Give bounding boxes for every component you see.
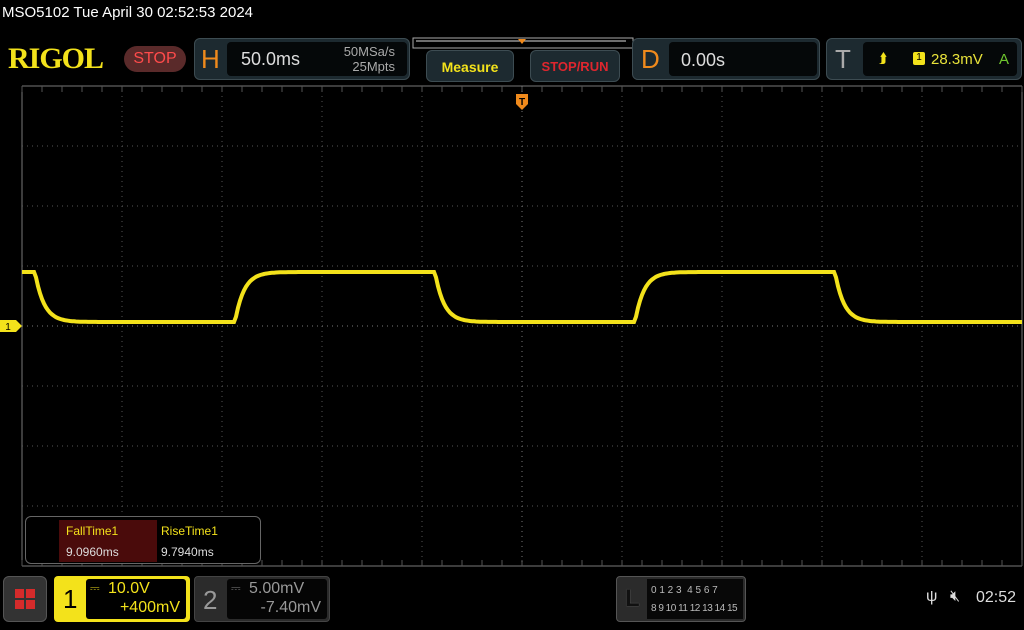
channel1-scale: 10.0V [108, 580, 150, 597]
dc-coupling-icon: ⎓ [90, 581, 100, 595]
usb-icon: ψ [926, 588, 938, 605]
channel2-button[interactable]: 2 ⎓ 5.00mV -7.40mV [194, 576, 330, 622]
trigger-position-marker [518, 39, 526, 44]
trigger-marker[interactable]: T [516, 94, 528, 110]
channel1-ground-marker[interactable]: 1 [0, 320, 22, 333]
sample-rate: 50MSa/s [343, 44, 395, 59]
measurement-panel: FallTime1 9.0960ms RiseTime1 9.7940ms [25, 516, 261, 564]
svg-text:1: 1 [5, 322, 11, 333]
channel2-offset: -7.40mV [260, 599, 321, 616]
measure-button[interactable]: Measure [426, 50, 514, 82]
measurement-value: 9.0960ms [66, 545, 119, 559]
clock: 02:52 [976, 589, 1017, 606]
logic-analyzer-button[interactable]: L 0 1 2 3 4 5 6 7 8 9 10 11 12 13 14 15 [616, 576, 746, 622]
delay-value: 0.00s [681, 50, 726, 70]
horizontal-panel[interactable]: H 50.0ms 50MSa/s 25Mpts [194, 38, 410, 80]
channel1-waveform [22, 270, 1022, 324]
menu-grid-icon [15, 589, 35, 609]
logic-label: L [625, 585, 640, 612]
delay-panel[interactable]: D 0.00s [632, 38, 820, 80]
channel1-number: 1 [63, 584, 78, 614]
channel1-offset: +400mV [119, 599, 180, 616]
logic-channels-row1: 0 1 2 3 4 5 6 7 [651, 585, 718, 596]
trigger-panel[interactable]: T ⮭ 1 28.3mV A [826, 38, 1022, 80]
horizontal-label: H [201, 44, 220, 74]
speaker-muted-icon[interactable]: 🔇︎ [950, 588, 961, 605]
main-menu-button[interactable] [3, 576, 47, 622]
channel1-button[interactable]: 1 ⎓ 10.0V +400mV [54, 576, 190, 622]
channel2-number: 2 [203, 585, 218, 615]
trigger-label: T [835, 44, 851, 74]
rigol-logo: RIGOL [8, 42, 104, 75]
run-state-badge[interactable]: STOP [124, 46, 186, 72]
channel2-scale: 5.00mV [249, 580, 305, 597]
trigger-source: 1 [913, 52, 925, 65]
rising-edge-icon: ⮭ [879, 50, 888, 66]
waveform-overview [412, 37, 634, 49]
measurement-name: FallTime1 [66, 524, 119, 538]
logic-channels-row2: 8 9 10 11 12 13 14 15 [651, 603, 738, 614]
trigger-level: 28.3mV [931, 51, 983, 68]
status-title: MSO5102 Tue April 30 02:52:53 2024 [2, 4, 254, 21]
svg-text:T: T [519, 97, 525, 108]
stop-run-button[interactable]: STOP/RUN [530, 50, 620, 82]
measurement-value: 9.7940ms [161, 545, 214, 559]
delay-label: D [641, 44, 660, 74]
dc-coupling-icon: ⎓ [231, 581, 241, 595]
measurement-name: RiseTime1 [161, 524, 218, 538]
waveform-display[interactable]: T 1 [0, 84, 1024, 570]
memory-depth: 25Mpts [352, 59, 395, 74]
trigger-mode: A [999, 51, 1010, 68]
timebase-value: 50.0ms [241, 49, 301, 69]
